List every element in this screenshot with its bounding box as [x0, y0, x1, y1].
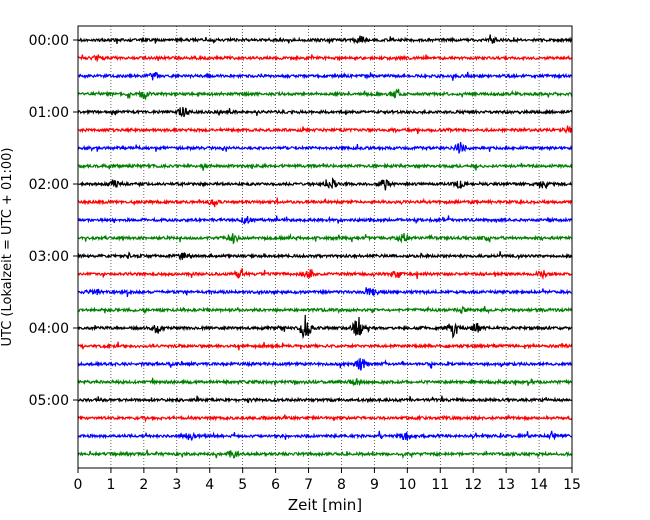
- seismogram-trace: [77, 413, 573, 423]
- x-axis-label: Zeit [min]: [288, 496, 362, 514]
- x-tick-label: 14: [530, 477, 548, 493]
- seismogram-trace: [77, 125, 573, 135]
- x-tick-label: 4: [205, 477, 214, 493]
- seismogram-trace: [77, 430, 573, 441]
- seismogram-trace: [77, 162, 573, 171]
- x-tick-label: 7: [304, 477, 313, 493]
- seismogram-trace: [77, 215, 573, 225]
- y-axis-label: UTC (Lokalzeit = UTC + 01:00): [0, 148, 15, 347]
- y-tick-label: 04:00: [29, 321, 69, 337]
- x-tick-label: 12: [464, 477, 482, 493]
- seismogram-trace: [77, 357, 573, 371]
- seismogram-trace: [77, 232, 573, 245]
- y-axis-ticks: 00:00 01:00 02:00 03:00 04:00 05:00: [29, 33, 78, 409]
- seismogram-trace: [77, 54, 573, 63]
- seismogram-trace: [77, 395, 573, 404]
- x-axis-ticks: 0 1 2 3 4 5 6 7 8 9 10 11 12 13 14 15: [74, 468, 581, 493]
- seismogram-trace: [77, 314, 573, 340]
- seismogram-trace: [77, 305, 573, 315]
- seismogram-trace: [77, 176, 573, 191]
- x-tick-label: 11: [431, 477, 449, 493]
- y-tick-label: 01:00: [29, 105, 69, 121]
- y-tick-label: 00:00: [29, 33, 69, 49]
- seismogram-trace: [77, 449, 573, 460]
- seismogram-trace: [77, 142, 573, 154]
- x-tick-label: 6: [271, 477, 280, 493]
- plot-frame: [77, 25, 573, 469]
- x-tick-label: 15: [563, 477, 581, 493]
- seismogram-trace: [77, 71, 573, 81]
- seismogram-trace: [77, 197, 573, 208]
- y-tick-label: 03:00: [29, 249, 69, 265]
- x-tick-label: 1: [106, 477, 115, 493]
- x-tick-label: 3: [172, 477, 181, 493]
- seismogram-trace: [77, 268, 573, 281]
- seismogram-trace: [77, 341, 573, 351]
- x-tick-label: 13: [497, 477, 515, 493]
- x-tick-label: 0: [74, 477, 83, 493]
- trace-lines: [77, 34, 573, 460]
- y-tick-label: 05:00: [29, 393, 69, 409]
- x-tick-label: 8: [337, 477, 346, 493]
- seismogram-trace: [77, 106, 573, 118]
- x-tick-label: 10: [398, 477, 416, 493]
- x-tick-label: 5: [238, 477, 247, 493]
- seismogram-trace: [77, 88, 573, 101]
- x-tick-label: 9: [370, 477, 379, 493]
- seismogram-trace: [77, 251, 573, 261]
- x-tick-label: 2: [139, 477, 148, 493]
- seismogram-trace: [77, 377, 573, 387]
- seismogram-trace: [77, 34, 573, 45]
- y-tick-label: 02:00: [29, 177, 69, 193]
- seismogram-trace: [77, 287, 573, 297]
